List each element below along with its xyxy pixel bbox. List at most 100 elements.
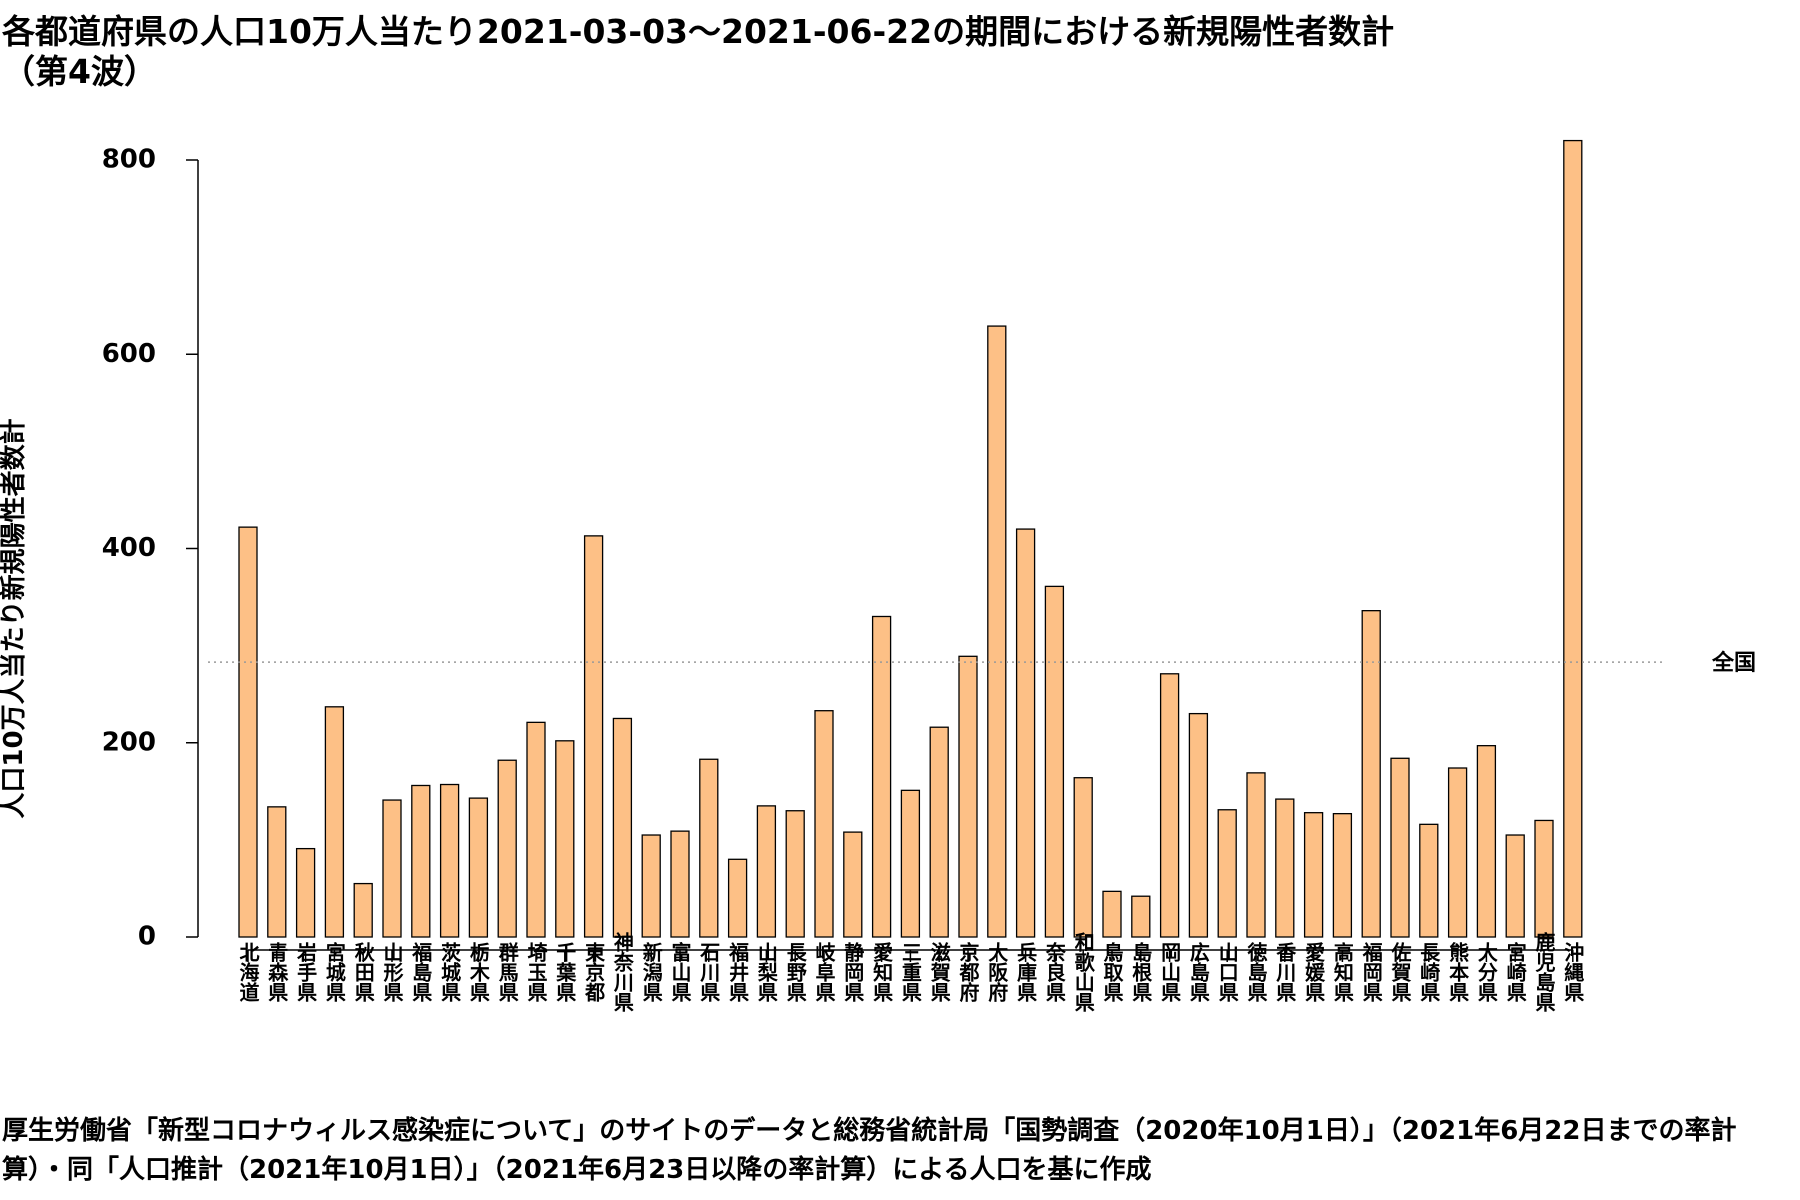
x-tick-label: 山梨県: [754, 942, 778, 1002]
x-tick-label: 和歌山県: [1071, 932, 1095, 1012]
y-tick-label: 800: [102, 145, 156, 175]
x-tick-label: 埼玉県: [524, 941, 548, 1002]
bar-三重県: [900, 789, 921, 938]
bar-東京都: [583, 535, 604, 938]
y-tick-label: 0: [138, 922, 156, 952]
x-tick-label: 島根県: [1129, 941, 1153, 1002]
x-tick-label: 広島県: [1186, 941, 1210, 1002]
bar-和歌山県: [1073, 777, 1093, 938]
bar-群馬県: [497, 759, 517, 938]
bar-沖縄県: [1563, 139, 1583, 938]
bars: [238, 139, 1583, 938]
bar-石川県: [699, 758, 719, 938]
bar-大阪府: [987, 325, 1007, 938]
y-axis: 0 200 400 600 800: [102, 145, 199, 952]
y-tick-label: 400: [102, 533, 156, 563]
bar-長崎県: [1419, 823, 1439, 938]
x-tick-label: 千葉県: [553, 942, 577, 1002]
x-tick-label: 高知県: [1330, 941, 1354, 1002]
bar-福島県: [411, 784, 431, 938]
x-tick-label: 鳥取県: [1100, 941, 1124, 1002]
x-tick-label: 栃木県: [466, 941, 490, 1002]
bar-茨城県: [439, 783, 460, 938]
bar-広島県: [1188, 712, 1209, 938]
bar-山梨県: [756, 805, 777, 938]
bar-兵庫県: [1015, 528, 1036, 938]
x-tick-label: 秋田県: [351, 942, 375, 1002]
x-tick-label: 徳島県: [1244, 941, 1268, 1002]
bar-山口県: [1217, 809, 1237, 938]
x-tick-label: 熊本県: [1446, 941, 1470, 1002]
bar-愛媛県: [1303, 812, 1324, 938]
bar-鹿児島県: [1534, 819, 1554, 938]
x-tick-label: 東京都: [582, 942, 606, 1003]
bar-富山県: [670, 830, 690, 938]
bar-徳島県: [1246, 772, 1266, 938]
x-tick-label: 佐賀県: [1388, 941, 1412, 1002]
x-tick-label: 群馬県: [495, 941, 519, 1002]
x-tick-label: 青森県: [265, 942, 289, 1002]
x-tick-label: 愛知県: [870, 942, 894, 1002]
x-tick-label: 宮城県: [322, 941, 346, 1002]
national-average-label: 全国: [1711, 650, 1756, 676]
bar-岩手県: [295, 847, 316, 938]
x-tick-label: 福岡県: [1359, 942, 1383, 1002]
y-tick-label: 600: [102, 339, 156, 369]
x-tick-label: 鹿児島県: [1532, 931, 1556, 1012]
x-tick-label: 大分県: [1474, 942, 1498, 1002]
bar-熊本県: [1447, 767, 1468, 938]
x-tick-label: 滋賀県: [927, 941, 951, 1002]
x-tick-label: 沖縄県: [1561, 942, 1585, 1002]
x-tick-label: 長野県: [783, 942, 807, 1002]
source-caption: 厚生労働省「新型コロナウィルス感染症について」のサイトのデータと総務省統計局「国…: [2, 1116, 1737, 1185]
x-tick-label: 香川県: [1273, 942, 1297, 1002]
x-tick-label: 北海道: [236, 942, 260, 1002]
bar-高知県: [1332, 813, 1353, 938]
chart-title: 各都道府県の人口10万人当たり2021-03-03〜2021-06-22の期間に…: [2, 12, 1395, 91]
bar-青森県: [267, 806, 287, 938]
x-tick-label: 三重県: [898, 942, 922, 1002]
bar-chart: 0 200 400 600 800 人口10万人当たり新規陽性者数計 北海道 青森県 岩手県…: [0, 139, 1756, 1012]
x-tick-label: 神奈川県: [610, 931, 634, 1012]
bar-秋田県: [353, 882, 373, 938]
x-tick-label: 兵庫県: [1014, 942, 1038, 1002]
bar-福井県: [727, 858, 748, 938]
bar-宮城県: [324, 706, 345, 938]
bar-島根県: [1131, 895, 1151, 938]
bar-鳥取県: [1102, 890, 1122, 938]
bar-岐阜県: [814, 710, 834, 938]
x-tick-label: 福井県: [726, 942, 750, 1002]
x-axis: 北海道 青森県 岩手県 宮城県 秋田県 山形県 福島県 茨城県 栃木県 群馬県 埼玉県 千葉県 東京都神…: [236, 931, 1585, 1012]
bar-静岡県: [843, 831, 863, 938]
bar-宮崎県: [1505, 834, 1525, 938]
bar-大分県: [1476, 745, 1497, 938]
x-tick-label: 富山県: [668, 941, 692, 1002]
bar-北海道: [238, 526, 258, 938]
x-tick-label: 宮崎県: [1503, 941, 1527, 1002]
x-tick-label: 静岡県: [841, 941, 865, 1002]
x-tick-label: 新潟県: [639, 941, 663, 1002]
bar-佐賀県: [1390, 757, 1410, 938]
bar-香川県: [1275, 798, 1295, 938]
reference-line-group: 全国: [208, 650, 1756, 676]
bar-神奈川県: [612, 717, 633, 938]
x-tick-label: 大阪府: [985, 942, 1009, 1003]
x-ticks: 北海道 青森県 岩手県 宮城県 秋田県 山形県 福島県 茨城県 栃木県 群馬県 埼玉県 千葉県 東京都神…: [236, 931, 1585, 1012]
bar-岡山県: [1159, 673, 1180, 938]
x-tick-label: 京都府: [956, 941, 980, 1003]
bar-新潟県: [641, 834, 661, 938]
x-tick-label: 愛媛県: [1302, 942, 1326, 1002]
x-tick-label: 岐阜県: [812, 941, 836, 1002]
bar-長野県: [785, 810, 805, 938]
bar-奈良県: [1044, 585, 1065, 938]
bar-京都府: [958, 655, 978, 938]
bar-栃木県: [468, 797, 489, 938]
x-tick-label: 岩手県: [294, 942, 318, 1002]
bar-愛知県: [871, 615, 892, 938]
bar-滋賀県: [929, 726, 949, 938]
bar-山形県: [382, 799, 402, 938]
x-tick-label: 茨城県: [438, 941, 462, 1002]
x-tick-label: 岡山県: [1158, 942, 1182, 1002]
y-axis-label: 人口10万人当たり新規陽性者数計: [0, 418, 29, 818]
x-tick-label: 山口県: [1215, 942, 1239, 1002]
